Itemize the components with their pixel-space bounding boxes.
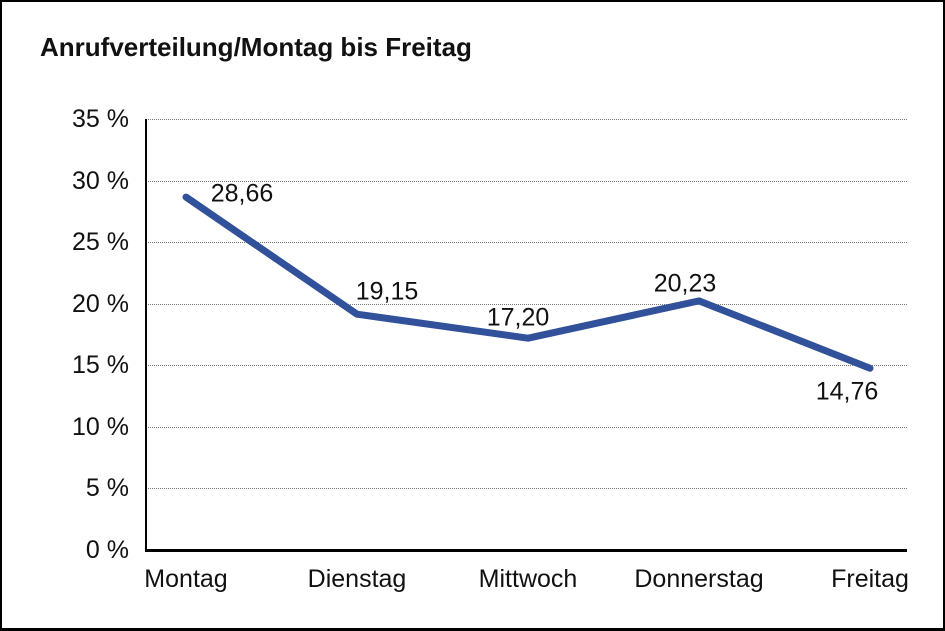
x-axis-category-label: Montag xyxy=(144,565,228,593)
data-point-label: 28,66 xyxy=(210,179,274,208)
y-axis-tick-label: 20 % xyxy=(72,289,129,318)
gridline xyxy=(145,365,907,367)
x-axis-line xyxy=(145,549,907,552)
data-point-label: 14,76 xyxy=(815,377,879,406)
y-axis-tick-label: 25 % xyxy=(72,228,129,257)
y-axis-tick-label: 30 % xyxy=(72,166,129,195)
gridline xyxy=(145,426,907,428)
data-point-label: 19,15 xyxy=(355,277,419,306)
data-point-label: 20,23 xyxy=(653,269,717,298)
data-point-label: 17,20 xyxy=(486,303,550,332)
y-axis-tick-label: 10 % xyxy=(72,412,129,441)
x-axis-category-label: Freitag xyxy=(831,565,909,593)
y-axis-tick-label: 5 % xyxy=(85,474,129,503)
y-axis-line xyxy=(145,119,147,550)
gridline xyxy=(145,488,907,490)
chart-title: Anrufverteilung/Montag bis Freitag xyxy=(40,32,472,62)
y-axis-tick-label: 15 % xyxy=(72,351,129,380)
gridline xyxy=(145,242,907,244)
x-axis-category-label: Mittwoch xyxy=(478,565,578,593)
y-axis-tick-label: 0 % xyxy=(85,536,129,564)
data-line xyxy=(182,193,874,372)
gridline xyxy=(145,180,907,182)
gridline xyxy=(145,119,907,120)
y-axis-tick-label: 35 % xyxy=(72,105,129,133)
x-axis-category-label: Donnerstag xyxy=(634,565,764,593)
x-axis-category-label: Dienstag xyxy=(307,565,407,593)
